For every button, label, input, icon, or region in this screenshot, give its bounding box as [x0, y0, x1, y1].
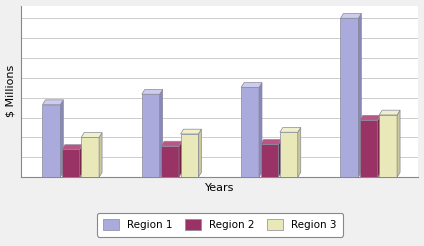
Y-axis label: $ Millions: $ Millions — [6, 65, 16, 117]
Polygon shape — [298, 127, 301, 177]
Polygon shape — [340, 14, 361, 18]
Polygon shape — [241, 83, 262, 87]
Polygon shape — [279, 139, 282, 177]
Polygon shape — [179, 141, 182, 177]
Polygon shape — [280, 132, 298, 177]
Polygon shape — [161, 146, 179, 177]
Polygon shape — [198, 129, 201, 177]
Polygon shape — [62, 150, 80, 177]
Polygon shape — [340, 18, 358, 177]
Polygon shape — [80, 145, 83, 177]
Polygon shape — [379, 115, 397, 177]
Polygon shape — [142, 94, 160, 177]
Polygon shape — [259, 83, 262, 177]
Polygon shape — [142, 90, 163, 94]
Polygon shape — [260, 144, 279, 177]
Polygon shape — [81, 138, 99, 177]
Polygon shape — [280, 127, 301, 132]
Polygon shape — [378, 115, 381, 177]
Polygon shape — [160, 90, 163, 177]
Polygon shape — [62, 145, 83, 150]
Polygon shape — [241, 87, 259, 177]
Polygon shape — [260, 139, 282, 144]
Polygon shape — [42, 100, 63, 105]
Polygon shape — [42, 105, 60, 177]
Polygon shape — [360, 120, 378, 177]
Polygon shape — [161, 141, 182, 146]
Polygon shape — [379, 110, 400, 115]
Polygon shape — [360, 115, 381, 120]
Polygon shape — [358, 14, 361, 177]
Polygon shape — [81, 133, 102, 138]
Polygon shape — [99, 133, 102, 177]
Polygon shape — [181, 129, 201, 134]
Polygon shape — [397, 110, 400, 177]
Legend: Region 1, Region 2, Region 3: Region 1, Region 2, Region 3 — [97, 213, 343, 237]
Polygon shape — [181, 134, 198, 177]
Polygon shape — [60, 100, 63, 177]
X-axis label: Years: Years — [205, 183, 234, 193]
